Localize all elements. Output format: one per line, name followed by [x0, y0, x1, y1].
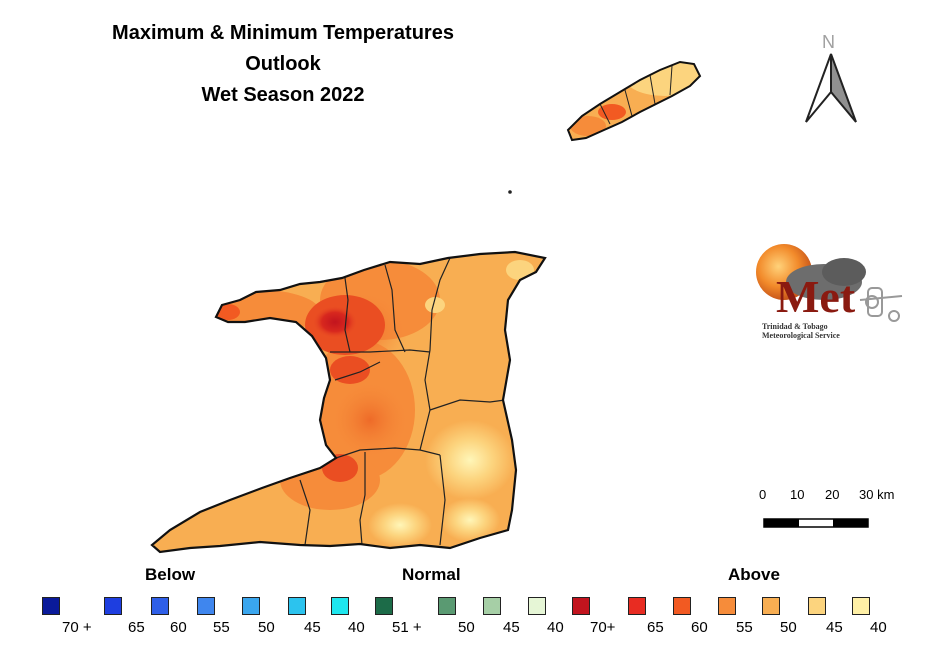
scale-tick-label: 20	[825, 487, 840, 502]
legend-swatch	[104, 597, 122, 615]
legend-label: 40	[547, 619, 564, 636]
tobago-parish-boundaries	[599, 65, 673, 125]
legend-label: 45	[826, 619, 843, 636]
legend-swatch	[572, 597, 590, 615]
legend-swatch	[151, 597, 169, 615]
logo-org-text: Trinidad & Tobago Meteorological Service	[762, 322, 840, 340]
legend-swatch	[528, 597, 546, 615]
trinidad-temperature-field	[152, 252, 545, 552]
legend-label: 60	[691, 619, 708, 636]
legend-label: 40	[348, 619, 365, 636]
small-island-dot	[508, 190, 512, 194]
legend-label: 55	[736, 619, 753, 636]
logo-brand-text: Met	[776, 271, 856, 322]
trinidad-county-boundaries	[299, 257, 506, 546]
scale-tick-label: 10	[790, 487, 805, 502]
legend-swatch	[762, 597, 780, 615]
legend-swatch	[673, 597, 691, 615]
legend-swatch	[852, 597, 870, 615]
legend-swatch	[438, 597, 456, 615]
scale-tick-label: 0	[759, 487, 767, 502]
scale-tick-label: 30 km	[859, 487, 895, 502]
legend-swatch	[375, 597, 393, 615]
legend-swatch	[808, 597, 826, 615]
legend-swatch	[483, 597, 501, 615]
tobago-temperature-field	[568, 62, 700, 140]
legend-label: 51 +	[392, 619, 422, 636]
legend-label: 50	[458, 619, 475, 636]
legend-label: 65	[647, 619, 664, 636]
legend-swatch	[42, 597, 60, 615]
logo-org-line-1: Trinidad & Tobago	[762, 322, 828, 331]
legend-label: 45	[503, 619, 520, 636]
title-line-2: Outlook	[245, 53, 321, 75]
legend-category-above: Above	[728, 565, 780, 584]
legend-label: 40	[870, 619, 887, 636]
legend-swatch	[288, 597, 306, 615]
legend-label: 60	[170, 619, 187, 636]
title-line-1: Maximum & Minimum Temperatures	[112, 22, 454, 44]
legend-label: 50	[780, 619, 797, 636]
legend-label: 50	[258, 619, 275, 636]
legend-label: 70+	[590, 619, 616, 636]
legend-label: 55	[213, 619, 230, 636]
title-line-3: Wet Season 2022	[201, 84, 365, 106]
legend-category-below: Below	[145, 565, 196, 584]
logo-org-line-2: Meteorological Service	[762, 331, 840, 340]
legend-swatch	[197, 597, 215, 615]
legend-swatch	[628, 597, 646, 615]
map-title: Maximum & Minimum Temperatures Outlook W…	[40, 18, 526, 111]
met-service-logo: Met	[756, 244, 903, 322]
legend-category-normal: Normal	[402, 565, 461, 584]
legend-label: 70 +	[62, 619, 92, 636]
legend-swatch	[718, 597, 736, 615]
north-arrow-icon	[805, 53, 857, 123]
legend-swatch	[331, 597, 349, 615]
legend-swatch	[242, 597, 260, 615]
north-label: N	[822, 32, 835, 52]
scale-bar	[763, 518, 869, 528]
legend-label: 45	[304, 619, 321, 636]
legend-label: 65	[128, 619, 145, 636]
